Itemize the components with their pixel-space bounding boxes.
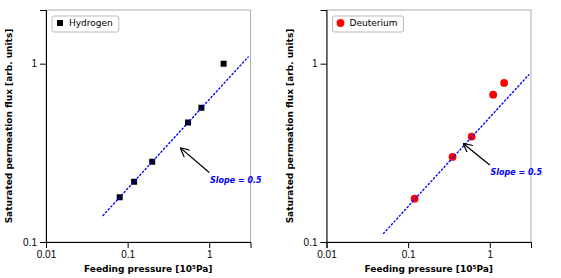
y-axis-title: Saturated permeation flux [arb. units] (285, 29, 295, 224)
panel: 0.010.110.11Feeding pressure [10⁵Pa]Satu… (285, 10, 543, 274)
chart-svg: 0.010.110.11Feeding pressure [10⁵Pa]Satu… (0, 0, 561, 278)
x-tick: 0.01 (37, 242, 57, 260)
y-axis-line (40, 11, 47, 243)
marks (384, 75, 529, 234)
y-tick-mark (40, 64, 46, 65)
y-tick: 0.1 (304, 237, 327, 248)
fit-line (384, 75, 529, 234)
x-tick: 0.1 (121, 242, 135, 260)
point (221, 61, 227, 67)
legend-item: Deuterium (337, 18, 398, 28)
legend-marker (337, 19, 345, 27)
point (468, 133, 476, 141)
x-tick: 0.01 (317, 242, 337, 260)
x-tick-label: 1 (207, 249, 213, 260)
x-tick-label: 0.1 (121, 249, 135, 260)
y-axis-line (321, 11, 328, 243)
annotation-text: Slope = 0.5 (210, 176, 262, 185)
y-axis-title: Saturated permeation flux [arb. units] (4, 29, 14, 224)
x-axis: 0.01 0.1 1 (37, 242, 251, 260)
point (489, 91, 497, 99)
point (500, 79, 508, 87)
marks (103, 57, 248, 216)
x-tick-mark (209, 242, 210, 248)
x-tick: 1 (207, 242, 213, 260)
y-tick-label: 0.1 (304, 237, 318, 248)
y-axis: 0.11 (304, 11, 327, 248)
y-axis: 0.11 (23, 11, 46, 248)
legend-label: Deuterium (350, 18, 398, 28)
legend-box (333, 16, 404, 32)
annotation-arrow (181, 148, 209, 172)
annotation-text: Slope = 0.5 (490, 168, 542, 177)
x-axis-line (327, 243, 532, 249)
x-tick: 0.1 (402, 242, 416, 260)
legend: Deuterium (333, 16, 404, 32)
annotation-arrow (464, 144, 490, 165)
y-tick-mark (40, 242, 46, 243)
x-tick: 1 (487, 242, 493, 260)
x-tick-mark (128, 242, 129, 248)
y-tick-mark (321, 64, 327, 65)
legend-marker (57, 20, 63, 26)
y-tick: 1 (31, 58, 46, 69)
y-tick-label: 1 (312, 58, 318, 69)
y-tick: 0.1 (23, 237, 46, 248)
legend-box (52, 16, 119, 32)
y-tick: 1 (312, 58, 327, 69)
x-tick-mark (408, 242, 409, 248)
x-axis: 0.01 0.1 1 (317, 242, 531, 260)
y-tick-label: 0.1 (23, 237, 37, 248)
x-tick-label: 0.01 (37, 249, 57, 260)
x-tick-mark (490, 242, 491, 248)
legend-item: Hydrogen (57, 18, 113, 28)
panel: 0.010.110.11Feeding pressure [10⁵Pa]Satu… (4, 10, 262, 274)
x-tick-label: 1 (487, 249, 493, 260)
legend-label: Hydrogen (69, 18, 113, 28)
x-tick-label: 0.01 (317, 249, 337, 260)
fit-line (103, 57, 248, 216)
plot-frame (46, 10, 251, 242)
y-tick-mark (321, 242, 327, 243)
x-axis-title: Feeding pressure [10⁵Pa] (84, 264, 212, 274)
x-axis-title: Feeding pressure [10⁵Pa] (365, 264, 493, 274)
plot-frame (327, 10, 532, 242)
x-tick-label: 0.1 (402, 249, 416, 260)
x-axis-line (47, 243, 252, 249)
legend: Hydrogen (52, 16, 119, 32)
y-tick-label: 1 (31, 58, 37, 69)
